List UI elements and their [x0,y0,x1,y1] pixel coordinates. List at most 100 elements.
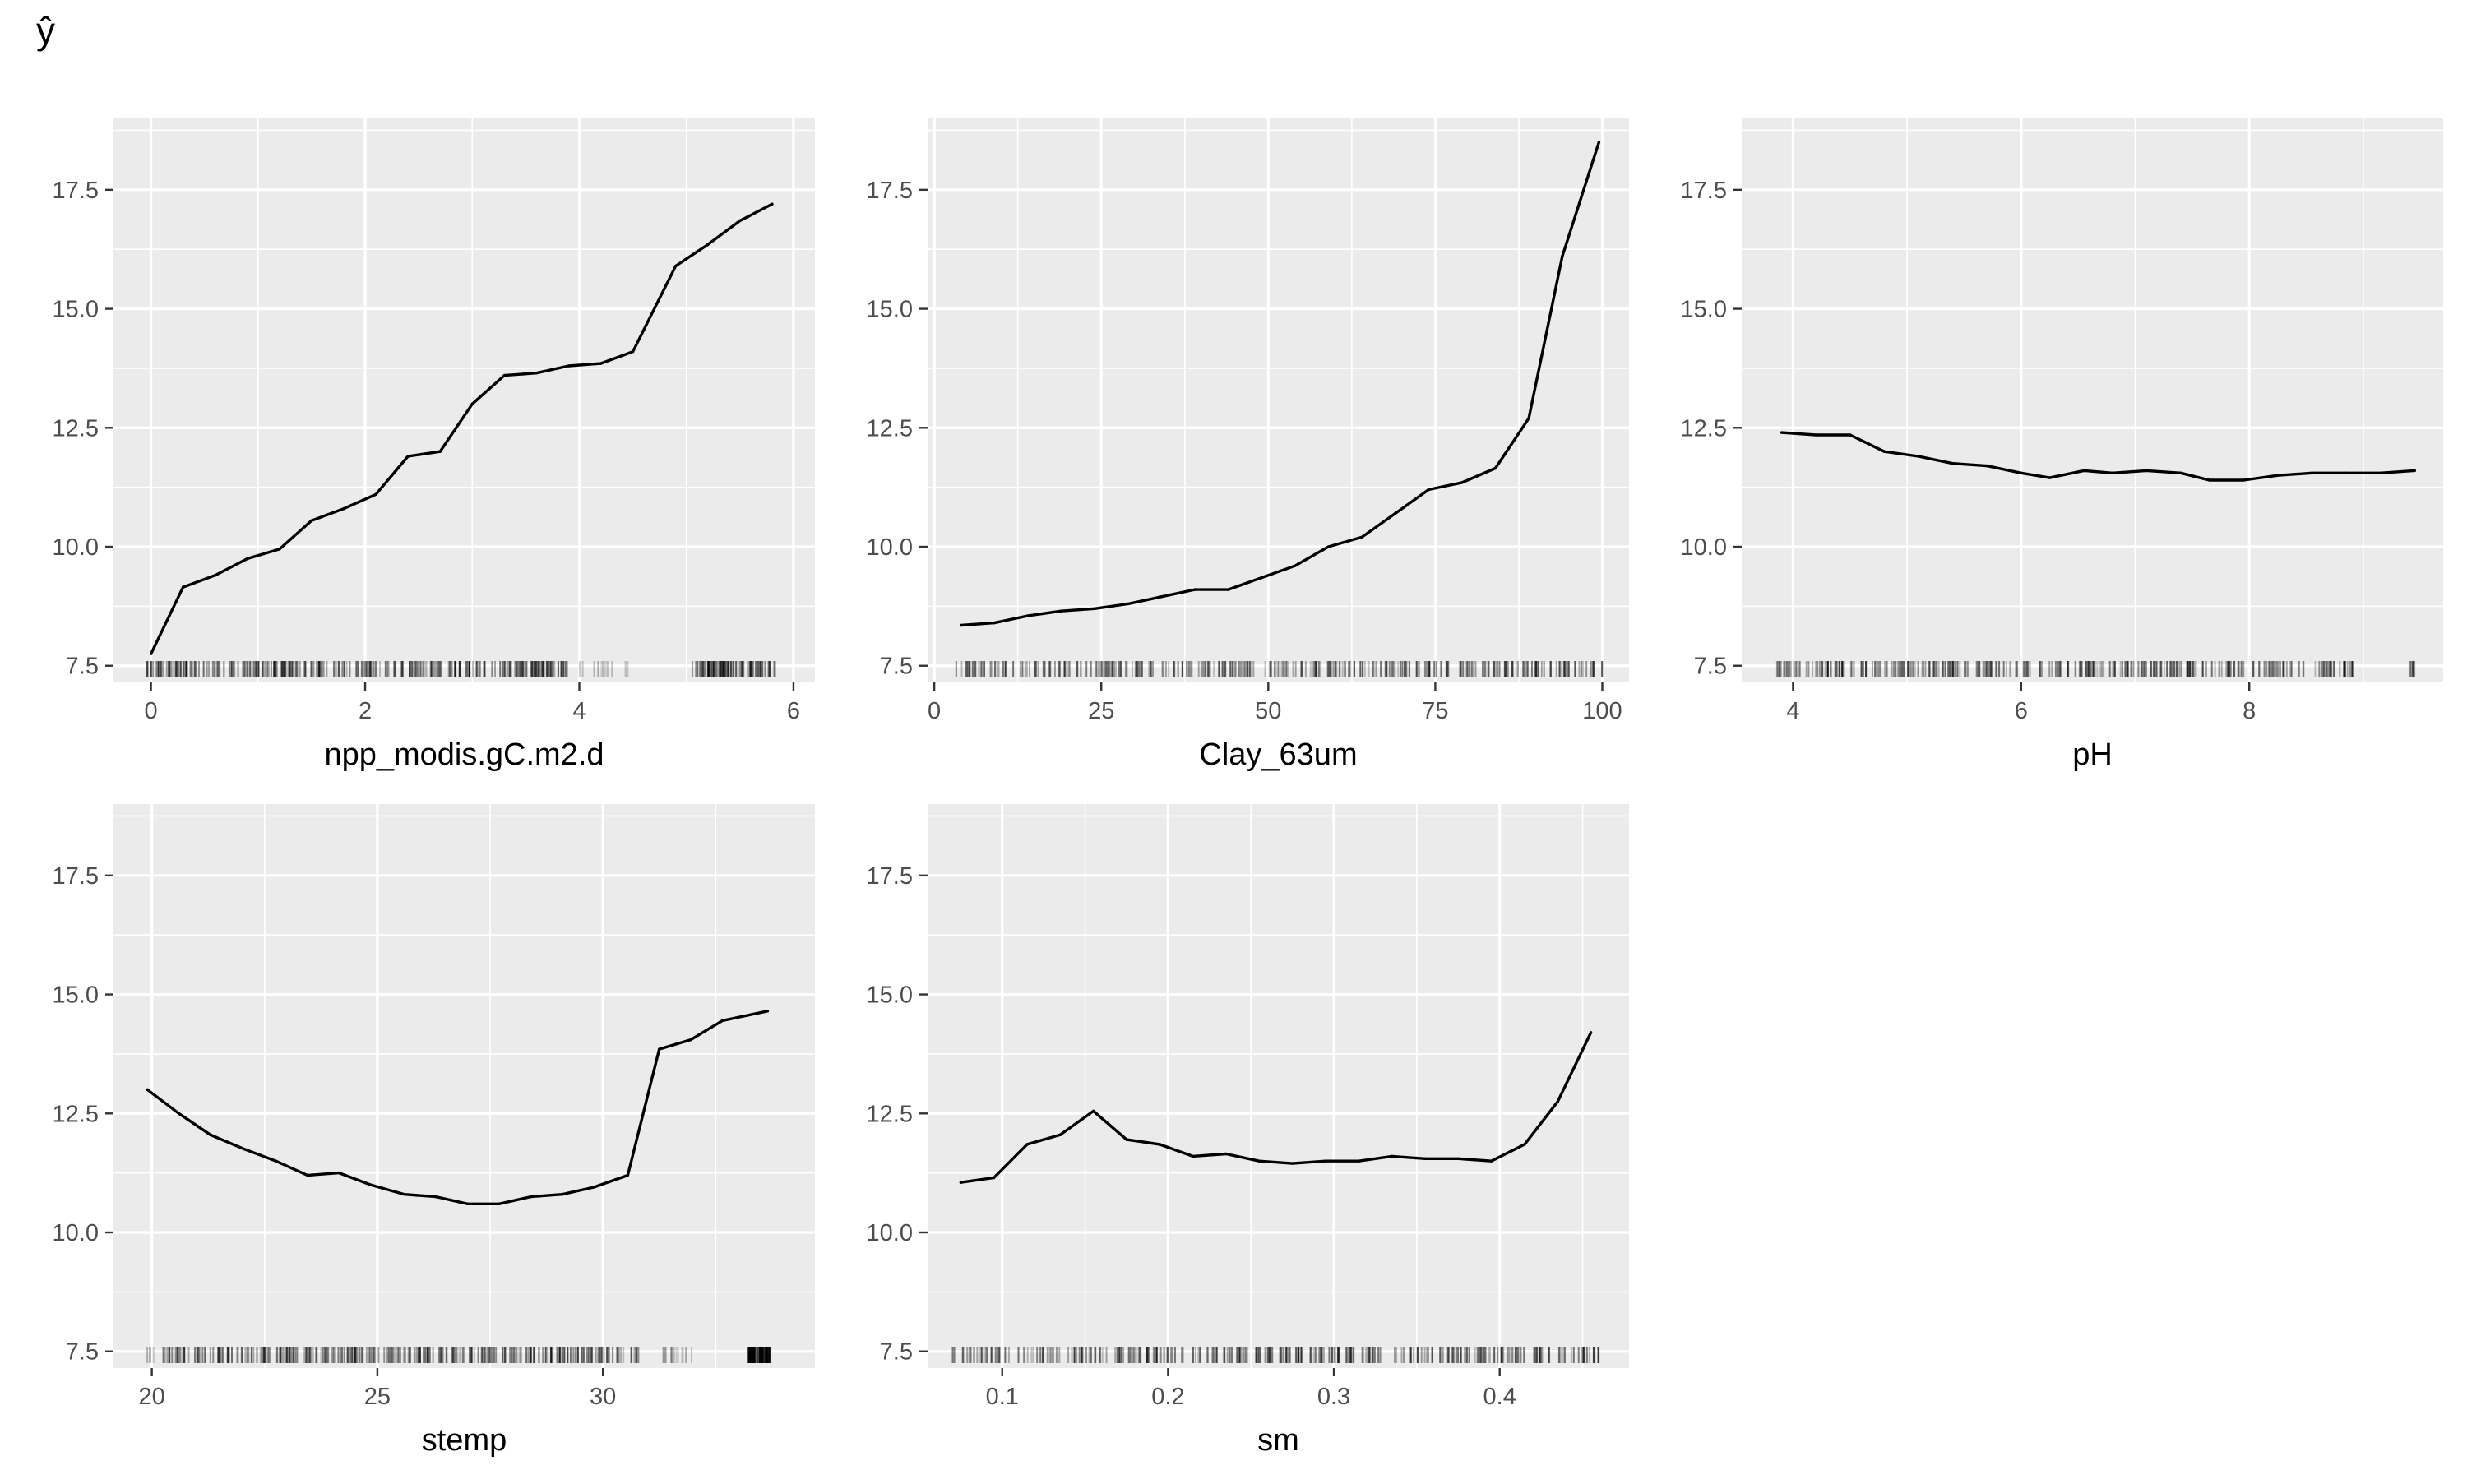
data-point [561,1193,564,1196]
data-point [1326,545,1331,548]
x-tick-label: 0.1 [986,1384,1019,1410]
data-point [181,585,185,589]
y-tick-label: 17.5 [867,863,913,890]
data-point [631,349,635,354]
data-point [992,1176,996,1180]
series-line [150,202,773,655]
data-point [1091,1109,1095,1113]
x-tick-label: 75 [1422,698,1448,724]
x-tick-label: 25 [1088,698,1114,724]
data-point [2276,474,2280,477]
data-point [243,1148,246,1151]
data-point [2379,471,2382,474]
data-point [2179,471,2182,474]
data-point [438,450,442,453]
data-point [1360,535,1363,539]
data-point [1597,141,1601,144]
x-tick-label: 25 [364,1384,391,1410]
data-point [310,519,313,522]
data-point [1260,576,1263,580]
data-point [1357,1159,1361,1163]
y-axis-label: ŷ [36,9,55,52]
data-point [658,1047,661,1051]
x-axis-title: npp_modis.gC.m2.d [324,737,604,772]
x-tick-label: 6 [787,698,800,724]
x-tick-label: 6 [2015,698,2028,724]
data-point [1780,431,1784,434]
data-point [1456,1157,1460,1160]
data-point [214,574,217,577]
y-tick-label: 12.5 [867,1101,913,1127]
rug [146,1347,771,1363]
series-line [146,1010,768,1206]
series-line [960,141,1601,627]
data-point [368,1183,373,1186]
data-point [689,1038,692,1042]
rug [955,661,1604,677]
x-tick-label: 0 [928,698,941,724]
data-point [1489,1159,1493,1163]
data-point [1224,1152,1228,1156]
data-point [1158,1143,1162,1146]
x-axis-title: sm [1257,1423,1299,1458]
y-tick-label: 15.0 [867,982,913,1009]
data-point [1290,1162,1294,1165]
data-point [149,652,153,655]
y-tick-label: 17.5 [53,178,99,204]
rug [1775,661,2416,677]
data-point [1059,609,1063,613]
y-tick-label: 17.5 [53,863,99,890]
data-point [2145,469,2149,473]
data-point [1025,1143,1029,1146]
data-point [1589,1031,1593,1034]
panel-background [928,804,1629,1368]
data-point [1527,417,1530,420]
data-point [771,202,774,206]
data-point [1460,481,1464,484]
data-point [1423,1157,1427,1160]
panel-background [1742,118,2443,682]
data-point [2413,469,2417,473]
y-tick-label: 10.0 [867,1220,913,1246]
y-tick-label: 10.0 [53,534,99,561]
data-point [1226,588,1230,591]
data-point [1493,466,1497,470]
data-point [1390,1154,1394,1158]
data-point [1193,588,1196,591]
data-point [567,364,571,368]
data-point [993,621,996,625]
data-point [2048,476,2052,479]
x-tick-label: 30 [590,1384,616,1410]
y-tick-label: 7.5 [880,654,913,680]
data-point [2207,478,2211,482]
data-point [278,548,281,551]
data-point [406,455,410,458]
panel-background [928,118,1629,682]
y-tick-label: 7.5 [66,1339,99,1366]
data-point [535,372,539,375]
data-point [1294,564,1297,567]
data-point [1556,1100,1559,1103]
data-point [337,1171,340,1175]
y-tick-label: 12.5 [867,415,913,442]
rug [146,661,776,677]
y-tick-label: 10.0 [867,534,913,561]
y-tick-label: 15.0 [1681,297,1727,323]
data-point [1127,602,1130,606]
y-tick-label: 7.5 [66,654,99,680]
x-axis-title: pH [2072,737,2113,772]
data-point [2020,471,2023,474]
y-tick-label: 17.5 [867,178,913,204]
data-point [209,1133,212,1137]
data-point [1257,1159,1261,1163]
data-point [2242,478,2245,482]
data-point [470,402,474,406]
data-point [1917,455,1920,458]
x-axis-title: Clay_63um [1199,737,1357,772]
y-tick-label: 10.0 [53,1220,99,1246]
data-point [674,264,678,268]
y-tick-label: 10.0 [1681,534,1727,561]
data-point [2310,471,2314,474]
